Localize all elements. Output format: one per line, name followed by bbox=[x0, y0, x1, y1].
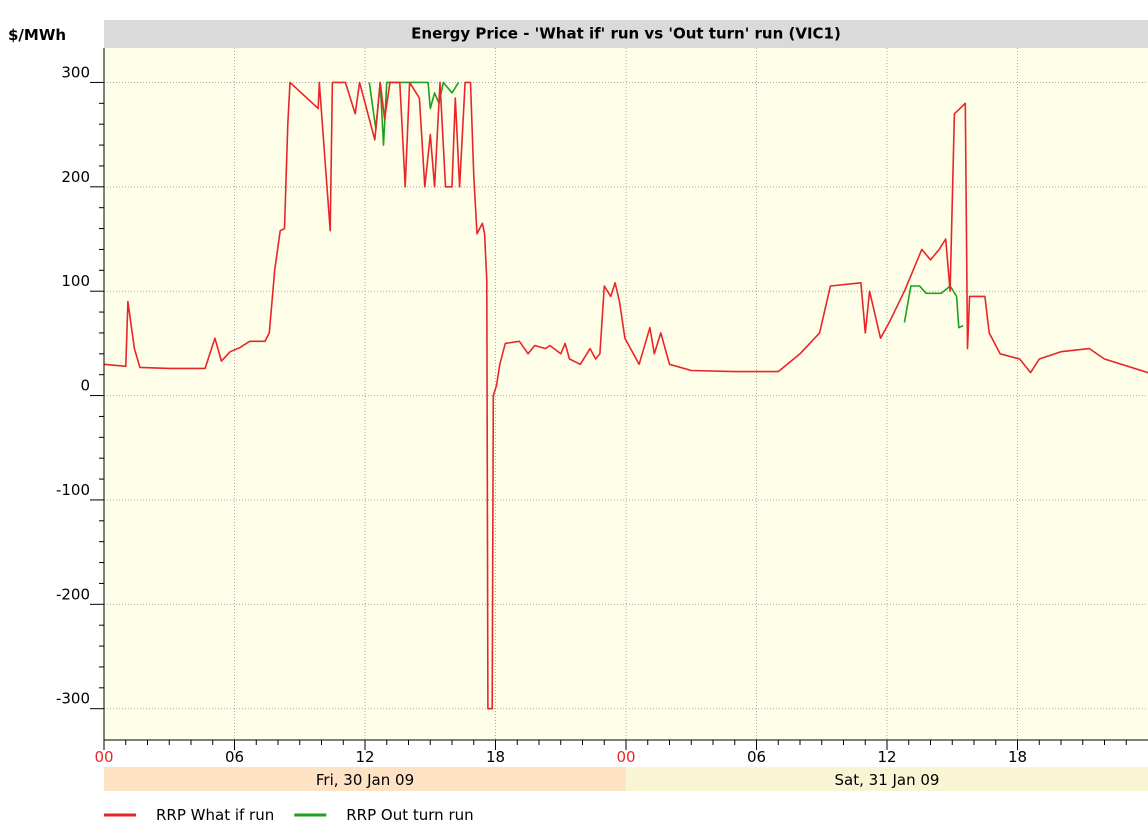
y-tick-label: 100 bbox=[61, 272, 90, 290]
x-tick-label: 00 bbox=[616, 748, 635, 766]
y-tick-label: 0 bbox=[80, 377, 90, 395]
legend-label: RRP Out turn run bbox=[346, 806, 473, 824]
y-axis-label: $/MWh bbox=[8, 26, 66, 44]
y-tick-label: 200 bbox=[61, 168, 90, 186]
day-label: Sat, 31 Jan 09 bbox=[835, 771, 940, 789]
plot-background bbox=[104, 20, 1148, 740]
y-tick-label: -100 bbox=[56, 481, 90, 499]
x-tick-label: 00 bbox=[94, 748, 113, 766]
y-tick-label: -200 bbox=[56, 585, 90, 603]
day-label: Fri, 30 Jan 09 bbox=[316, 771, 414, 789]
x-tick-label: 12 bbox=[877, 748, 896, 766]
x-tick-label: 18 bbox=[486, 748, 505, 766]
series-line bbox=[103, 81, 1148, 710]
x-tick-label: 18 bbox=[1008, 748, 1027, 766]
day-band bbox=[104, 767, 626, 791]
day-band bbox=[626, 767, 1148, 791]
x-tick-label: 06 bbox=[747, 748, 766, 766]
x-tick-label: 06 bbox=[225, 748, 244, 766]
title-bar bbox=[104, 20, 1148, 48]
x-tick-label: 12 bbox=[355, 748, 374, 766]
chart-title: Energy Price - 'What if' run vs 'Out tur… bbox=[411, 25, 841, 43]
y-tick-label: 300 bbox=[61, 63, 90, 81]
legend-label: RRP What if run bbox=[156, 806, 274, 824]
y-tick-label: -300 bbox=[56, 690, 90, 708]
